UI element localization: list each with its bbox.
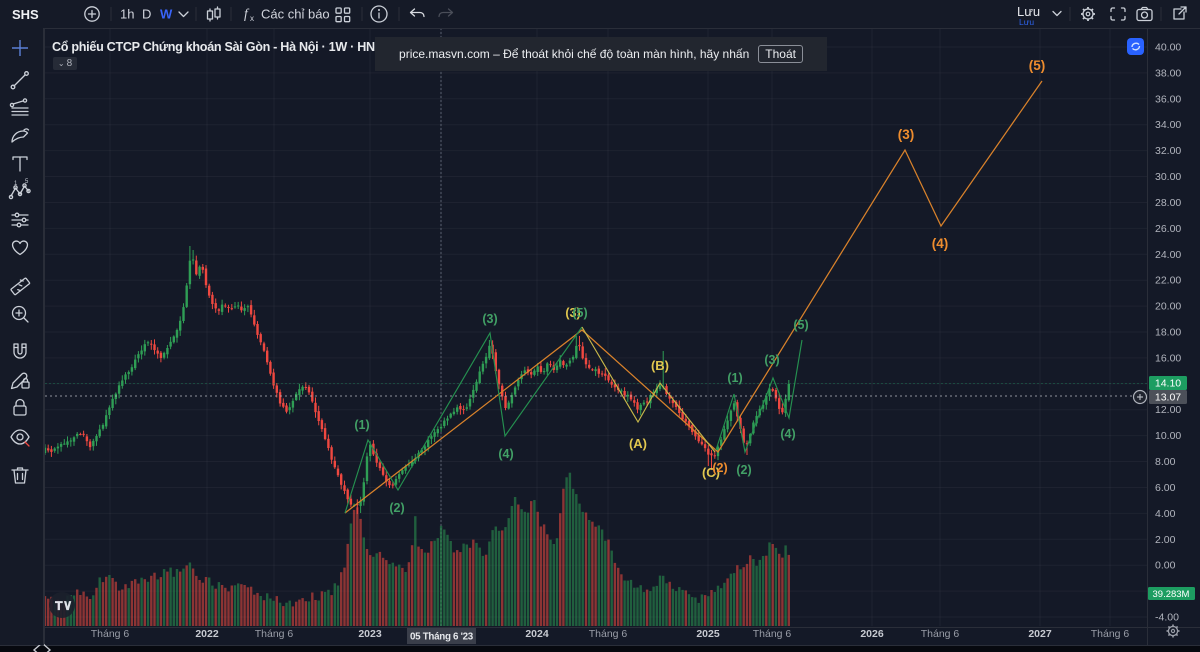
svg-text:39.283M: 39.283M: [1153, 589, 1190, 600]
svg-text:Các chỉ báo: Các chỉ báo: [261, 7, 330, 22]
svg-text:Lưu: Lưu: [1019, 17, 1034, 27]
svg-text:(5): (5): [572, 306, 587, 320]
svg-text:Tháng 6: Tháng 6: [1091, 628, 1130, 640]
svg-text:(4): (4): [498, 447, 513, 461]
svg-text:10.00: 10.00: [1155, 430, 1181, 442]
svg-text:(3): (3): [565, 306, 580, 320]
svg-text:2026: 2026: [860, 628, 884, 640]
svg-text:(2): (2): [736, 463, 751, 477]
svg-text:(2): (2): [389, 501, 404, 515]
svg-text:2025: 2025: [696, 628, 720, 640]
svg-text:13.07: 13.07: [1155, 392, 1181, 404]
svg-text:Tháng 6: Tháng 6: [255, 628, 294, 640]
svg-text:6.00: 6.00: [1155, 482, 1176, 494]
svg-text:2022: 2022: [195, 628, 219, 640]
svg-text:34.00: 34.00: [1155, 119, 1181, 131]
svg-text:(4): (4): [780, 427, 795, 441]
svg-text:Tháng 6: Tháng 6: [921, 628, 960, 640]
svg-text:(5): (5): [793, 318, 808, 332]
svg-text:1: 1: [14, 181, 18, 187]
svg-text:38.00: 38.00: [1155, 67, 1181, 79]
svg-text:W: W: [160, 7, 173, 22]
svg-text:20.00: 20.00: [1155, 301, 1181, 313]
svg-text:12.00: 12.00: [1155, 404, 1181, 416]
svg-text:1h: 1h: [120, 7, 134, 22]
svg-text:2027: 2027: [1028, 628, 1052, 640]
svg-text:(2): (2): [712, 461, 727, 475]
svg-text:D: D: [142, 7, 151, 22]
svg-text:(5): (5): [1029, 58, 1046, 73]
svg-text:Lưu: Lưu: [1017, 4, 1040, 19]
svg-text:-4.00: -4.00: [1155, 612, 1179, 624]
svg-text:(3): (3): [764, 353, 779, 367]
svg-text:24.00: 24.00: [1155, 249, 1181, 261]
svg-text:36.00: 36.00: [1155, 93, 1181, 105]
svg-text:Tháng 6: Tháng 6: [753, 628, 792, 640]
svg-text:(3): (3): [482, 312, 497, 326]
svg-text:(1): (1): [727, 371, 742, 385]
svg-text:22.00: 22.00: [1155, 275, 1181, 287]
svg-text:(A): (A): [629, 436, 647, 451]
svg-text:05 Tháng 6 '23: 05 Tháng 6 '23: [410, 632, 474, 643]
svg-text:(3): (3): [898, 127, 915, 142]
svg-text:(1): (1): [354, 418, 369, 432]
svg-text:SHS: SHS: [12, 7, 39, 22]
svg-text:4.00: 4.00: [1155, 508, 1176, 520]
svg-text:f: f: [244, 6, 250, 21]
svg-text:2024: 2024: [525, 628, 549, 640]
svg-text:Tháng 6: Tháng 6: [91, 628, 130, 640]
svg-text:2.00: 2.00: [1155, 534, 1176, 546]
svg-text:40.00: 40.00: [1155, 42, 1181, 54]
svg-text:(B): (B): [651, 358, 669, 373]
svg-text:8.00: 8.00: [1155, 456, 1176, 468]
svg-text:16.00: 16.00: [1155, 352, 1181, 364]
svg-text:x: x: [250, 14, 254, 23]
svg-text:26.00: 26.00: [1155, 223, 1181, 235]
svg-text:32.00: 32.00: [1155, 145, 1181, 157]
svg-text:5: 5: [25, 179, 29, 185]
svg-text:(4): (4): [932, 236, 949, 251]
svg-text:28.00: 28.00: [1155, 197, 1181, 209]
svg-text:Tháng 6: Tháng 6: [589, 628, 628, 640]
svg-text:0.00: 0.00: [1155, 560, 1176, 572]
svg-text:18.00: 18.00: [1155, 327, 1181, 339]
svg-text:14.10: 14.10: [1155, 378, 1181, 390]
svg-text:(C): (C): [702, 465, 720, 480]
svg-text:2023: 2023: [358, 628, 382, 640]
svg-text:30.00: 30.00: [1155, 171, 1181, 183]
